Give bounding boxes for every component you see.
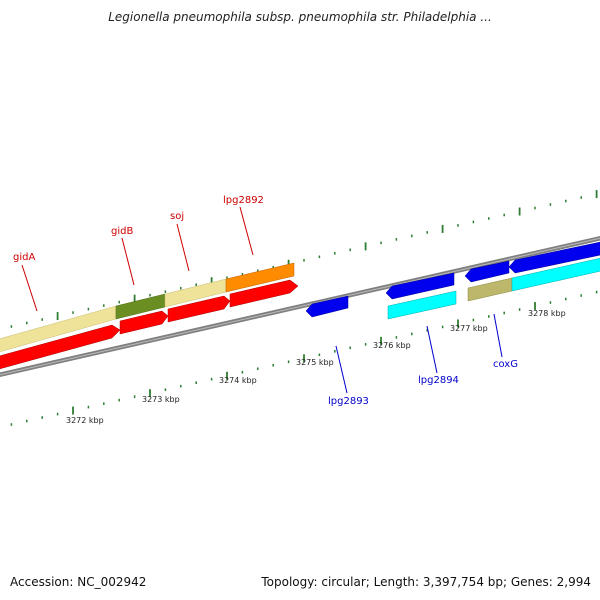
gene-label-coxG[interactable]: coxG: [493, 359, 518, 370]
forward-genes: [0, 279, 299, 371]
scale-label: 3277 kbp: [450, 324, 488, 333]
cog-bar-coxG[interactable]: [467, 277, 513, 302]
accession-text: Accession: NC_002942: [10, 575, 147, 589]
scale-label: 3278 kbp: [528, 309, 566, 318]
gene-arrow-soj[interactable]: [167, 295, 231, 323]
cog-bar-next[interactable]: [511, 256, 600, 292]
scale-label: 3273 kbp: [142, 395, 180, 404]
gene-arrow-gidB[interactable]: [119, 310, 169, 335]
gene-arrow-gidA[interactable]: [0, 324, 121, 371]
cog-bar-lpg2892[interactable]: [225, 262, 295, 293]
gene-label-lpg2894[interactable]: lpg2894: [418, 375, 459, 386]
gene-arrow-lpg2893[interactable]: [305, 295, 349, 318]
scale-label: 3276 kbp: [373, 341, 411, 350]
gene-label-gidA[interactable]: gidA: [13, 252, 35, 263]
gene-label-lpg2893[interactable]: lpg2893: [328, 396, 369, 407]
scale-labels: 3272 kbp 3273 kbp 3274 kbp 3275 kbp 3276…: [66, 309, 566, 425]
forward-cog-bars: [0, 262, 295, 353]
map-title: Legionella pneumophila subsp. pneumophil…: [108, 10, 492, 24]
gene-arrow-lpg2894[interactable]: [385, 272, 455, 300]
scale-label: 3272 kbp: [66, 416, 104, 425]
genome-backbone: [0, 235, 600, 378]
gene-arrow-lpg2892[interactable]: [229, 279, 299, 308]
reverse-genes: [305, 240, 600, 318]
cog-bar-lpg2894[interactable]: [387, 290, 457, 320]
gene-label-soj[interactable]: soj: [170, 211, 184, 222]
tick-marks: [10, 190, 598, 426]
topology-summary-text: Topology: circular; Length: 3,397,754 bp…: [261, 575, 591, 589]
reverse-cog-bars: [387, 256, 600, 320]
gene-label-gidB[interactable]: gidB: [111, 226, 133, 237]
gene-labels: gidA gidB soj lpg2892 lpg2893 lpg2894 co…: [13, 195, 518, 407]
gene-arrow-next[interactable]: [508, 240, 600, 274]
scale-label: 3275 kbp: [296, 358, 334, 367]
gene-label-lpg2892[interactable]: lpg2892: [223, 195, 264, 206]
scale-label: 3274 kbp: [219, 376, 257, 385]
label-pointers: [21, 206, 503, 394]
